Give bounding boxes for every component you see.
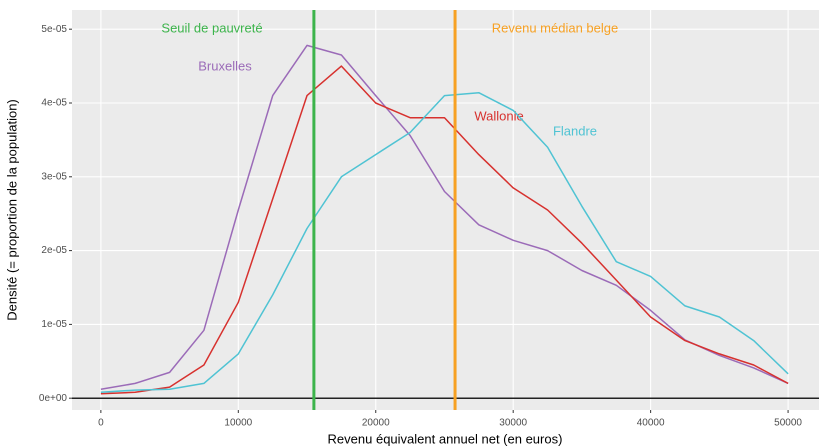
x-tick-label: 20000 [362, 418, 390, 429]
y-tick-label: 2e-05 [41, 245, 67, 256]
x-tick-label: 30000 [499, 418, 527, 429]
x-tick-label: 0 [98, 418, 104, 429]
y-axis-title: Densité (= proportion de la population) [4, 99, 19, 321]
series-line [100, 91, 789, 394]
series-label: Wallonie [474, 108, 523, 123]
x-axis-title: Revenu équivalent annuel net (en euros) [328, 431, 563, 446]
y-tick-label: 4e-05 [41, 98, 67, 109]
y-tick-label: 5e-05 [41, 24, 67, 35]
series-label: Flandre [553, 123, 597, 138]
y-tick-label: 3e-05 [41, 171, 67, 182]
panel [72, 10, 819, 410]
series-line [100, 65, 789, 395]
y-tick-label: 0e+00 [39, 393, 68, 404]
reference-label: Revenu médian belge [492, 20, 618, 35]
x-tick-label: 10000 [224, 418, 252, 429]
x-tick-label: 50000 [774, 418, 802, 429]
series-line [100, 44, 789, 391]
series-label: Bruxelles [198, 58, 252, 73]
x-tick-label: 40000 [637, 418, 665, 429]
reference-label: Seuil de pauvreté [161, 20, 262, 35]
y-tick-label: 1e-05 [41, 319, 67, 330]
